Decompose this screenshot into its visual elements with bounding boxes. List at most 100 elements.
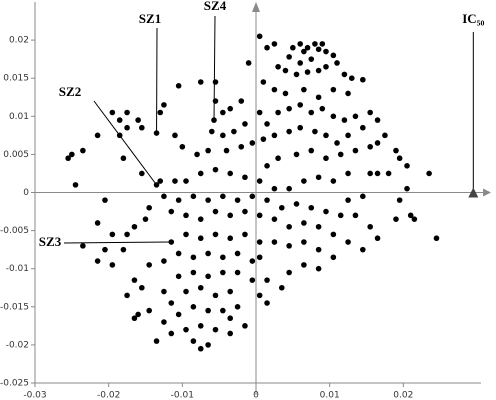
point [286,105,292,112]
point [330,86,337,93]
point [323,63,329,70]
point [238,98,245,104]
point [139,170,145,177]
point [249,277,256,283]
point [304,44,311,51]
point [212,326,219,333]
point [245,60,252,66]
point [179,143,186,150]
point [194,151,200,158]
y-tick-label: -0.015 [0,302,29,312]
point [301,86,307,93]
point [330,113,337,120]
point [197,323,204,329]
point [146,307,152,314]
point [275,155,281,162]
point [286,269,292,276]
point [301,262,307,268]
y-tick-label: 0.005 [3,150,29,160]
point [404,185,410,192]
point [286,243,292,249]
point [220,132,226,139]
point [301,178,307,184]
point [308,56,315,62]
point [94,132,101,139]
point [256,239,263,245]
point [102,246,108,253]
point [323,208,329,215]
point [80,243,86,249]
point [168,208,175,215]
x-tick-label: -0.01 [171,391,194,400]
point [175,197,182,203]
annotation-label: SZ3 [39,234,62,249]
point [190,269,197,276]
point [323,132,329,139]
point [227,170,234,177]
point [205,273,211,280]
point [135,117,141,123]
point [139,284,145,291]
point [256,254,263,261]
point [242,121,248,127]
point [271,86,278,93]
point [264,163,270,169]
y-tick-label: 0.01 [9,112,29,122]
point [72,182,79,188]
point [223,147,230,154]
point [374,170,381,177]
point [275,63,281,70]
point [341,117,348,123]
point [190,338,197,344]
point [301,48,307,55]
point [382,132,388,139]
point [65,155,71,162]
point [109,262,116,268]
point [142,216,149,222]
point [234,250,241,257]
point [153,338,160,344]
point [271,132,278,139]
point [396,155,403,162]
point [341,71,348,78]
point [197,79,204,85]
point [249,258,256,264]
point [205,197,211,203]
point [345,90,351,97]
point [264,121,270,127]
point [157,109,164,116]
point [124,231,130,238]
point [227,212,234,219]
point [271,239,278,245]
point [124,109,130,116]
point [293,71,300,78]
point [367,143,373,150]
point [433,235,440,242]
point [249,193,256,200]
point [334,60,340,66]
point [330,231,337,238]
point [256,33,263,40]
annotation-line [63,241,172,244]
point [271,41,278,47]
y-tick-label: 0 [23,188,29,198]
point [312,128,318,135]
point [256,109,263,116]
annotation-label: SZ1 [139,11,161,26]
point [197,345,204,352]
point [139,124,145,131]
annotation-label: SZ4 [204,0,227,13]
point [124,124,130,131]
point [135,311,141,318]
point [260,136,267,142]
point [304,69,311,75]
point [227,288,234,295]
point [334,140,340,146]
point [367,109,373,116]
point [161,288,167,295]
point [411,216,418,222]
point [146,204,152,211]
point [319,41,326,47]
point [146,262,152,268]
